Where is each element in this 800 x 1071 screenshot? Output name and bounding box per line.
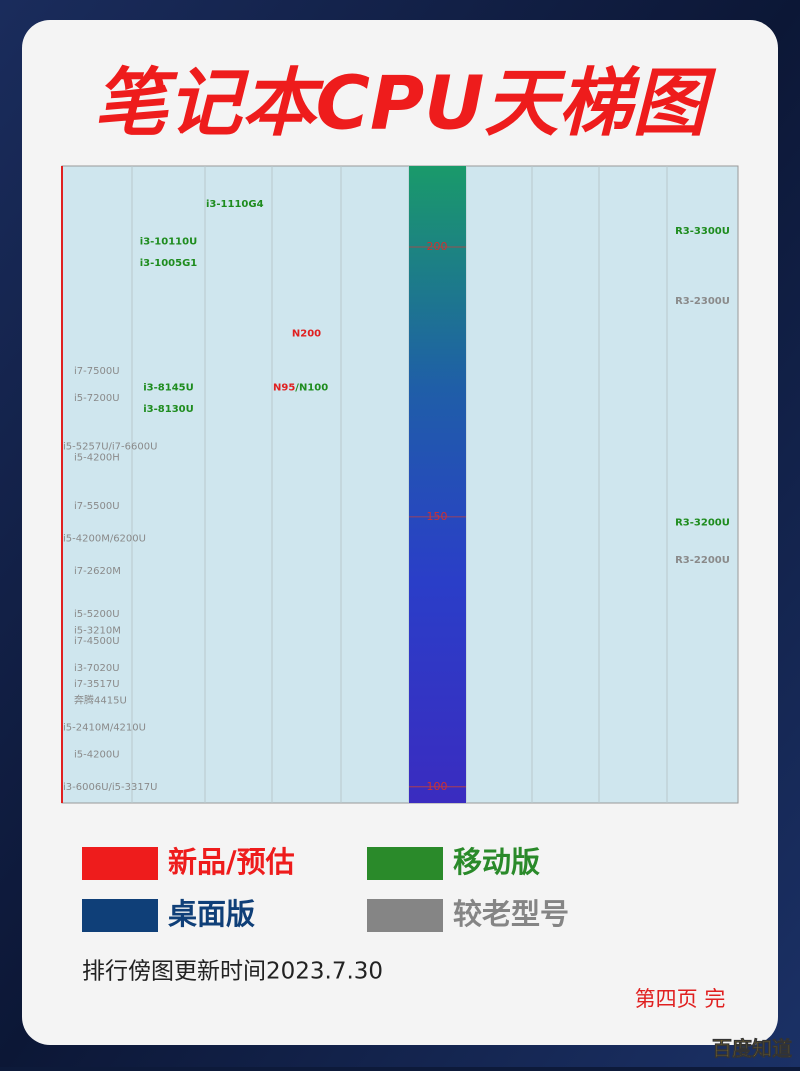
cpu-label: i3-1005G1 (140, 258, 198, 269)
cpu-name: i5-5200U (74, 609, 120, 620)
plot-area (61, 165, 739, 804)
cpu-label: i7-2620M (74, 566, 121, 577)
cpu-name: i3-8130U (143, 404, 194, 415)
cpu-label: i3-10110U (140, 237, 197, 248)
cpu-name: N95 (273, 382, 295, 393)
chart-title: 笔记本CPU天梯图 (94, 61, 718, 147)
layer: 100 150 200 i3-1110G4 i3-10110U i3-1005G1 R3-3… (63, 199, 730, 932)
cpu-label: i3-8130U (143, 404, 194, 415)
cpu-name: i7-7500U (74, 366, 120, 377)
cpu-label: i5-4200U (74, 749, 120, 760)
score-bar (409, 166, 466, 803)
legend-swatch (367, 899, 443, 932)
cpu-name: R3-3300U (675, 226, 730, 237)
cpu-name: /N100 (295, 382, 328, 393)
cpu-name: i5-2410M/4210U (63, 722, 146, 733)
cpu-name: i3-6006U/i5-3317U (63, 782, 157, 793)
cpu-label: i5-5200U (74, 609, 120, 620)
cpu-name: i5-7200U (74, 393, 120, 404)
cpu-label: i7-3517U (74, 679, 120, 690)
cpu-name: N200 (292, 328, 321, 339)
cpu-label: i3-8145U (143, 382, 194, 393)
cpu-label: i5-2410M/4210U (63, 722, 146, 733)
cpu-name: i5-4200H (74, 453, 120, 464)
cpu-name: i3-1005G1 (140, 258, 198, 269)
legend-label: 移动版 (453, 845, 540, 879)
cpu-label: i5-4200H (74, 453, 120, 464)
cpu-label: i7-4500U (74, 636, 120, 647)
cpu-name: i7-3517U (74, 679, 120, 690)
cpu-label: i5-3210M (74, 625, 121, 636)
legend-label: 桌面版 (168, 897, 255, 931)
cpu-name: R3-3200U (675, 517, 730, 528)
cpu-name: i3-10110U (140, 237, 197, 248)
cpu-label: i5-4200M/6200U (63, 533, 146, 544)
cpu-label: 奔腾4415U (74, 693, 127, 706)
y-tick-label: 200 (427, 240, 448, 253)
cpu-name: 奔腾4415U (74, 693, 127, 706)
cpu-label: R3-2200U (675, 555, 730, 566)
cpu-label: R3-3300U (675, 226, 730, 237)
cpu-name: i7-4500U (74, 636, 120, 647)
footer: 排行傍图更新时间2023.7.30 (82, 959, 383, 985)
cpu-name: i7-2620M (74, 566, 121, 577)
cpu-name: i3-7020U (74, 663, 120, 674)
legend-label: 较老型号 (453, 897, 569, 931)
cpu-name: i5-5257U/i7-6600U (63, 442, 157, 453)
cpu-name: i5-4200U (74, 749, 120, 760)
cpu-label: R3-2300U (675, 296, 730, 307)
cpu-label: R3-3200U (675, 517, 730, 528)
watermark: 百度知道 (712, 1037, 792, 1061)
page-note: 第四页 完 (635, 987, 726, 1011)
cpu-label: i5-7200U (74, 393, 120, 404)
y-tick-label: 100 (427, 780, 448, 793)
cpu-label: i7-7500U (74, 366, 120, 377)
legend-label: 新品/预估 (168, 845, 295, 879)
cpu-name: i3-1110G4 (206, 199, 264, 210)
cpu-label: i5-5257U/i7-6600U (63, 442, 157, 453)
y-tick-label: 150 (427, 510, 448, 523)
cpu-label: i3-7020U (74, 663, 120, 674)
cpu-name: i7-5500U (74, 501, 120, 512)
legend-swatch (367, 847, 443, 880)
legend-swatch (82, 847, 158, 880)
cpu-label: N95/N100 (273, 382, 328, 393)
cpu-name: i5-4200M/6200U (63, 533, 146, 544)
cpu-label: i3-1110G4 (206, 199, 264, 210)
cpu-label: i3-6006U/i5-3317U (63, 782, 157, 793)
cpu-name: i3-8145U (143, 382, 194, 393)
cpu-name: i5-3210M (74, 625, 121, 636)
cpu-label: i7-5500U (74, 501, 120, 512)
cpu-name: R3-2300U (675, 296, 730, 307)
cpu-label: N200 (292, 328, 321, 339)
legend-swatch (82, 899, 158, 932)
cpu-name: R3-2200U (675, 555, 730, 566)
